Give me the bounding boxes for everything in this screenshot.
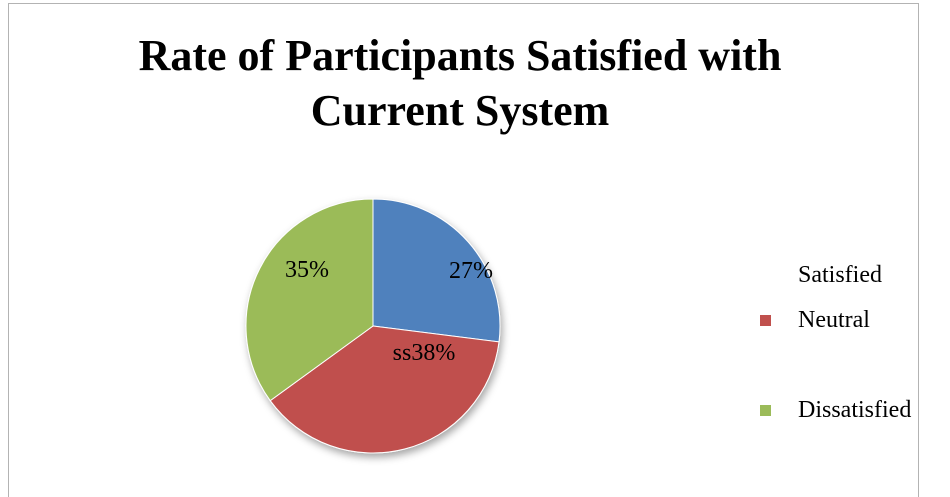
pie-slice-neutral <box>269 325 500 454</box>
pie-slice-dissatisfied <box>245 198 374 402</box>
chart-title: Rate of Participants Satisfied with Curr… <box>60 28 860 138</box>
chart-title-line-2: Current System <box>310 86 610 135</box>
data-label-neutral: ss38% <box>393 340 456 366</box>
legend-label-dissatisfied: Dissatisfied <box>798 397 912 423</box>
legend-label-satisfied: Satisfied <box>798 262 882 288</box>
data-label-satisfied: 27% <box>449 258 493 284</box>
chart-title-line-1: Rate of Participants Satisfied with <box>138 31 782 80</box>
legend-swatch-dissatisfied <box>760 405 771 416</box>
legend-label-neutral: Neutral <box>798 307 870 333</box>
legend-swatch-neutral <box>760 315 771 326</box>
pie-slice-satisfied <box>372 198 501 343</box>
data-label-dissatisfied: 35% <box>285 257 329 283</box>
